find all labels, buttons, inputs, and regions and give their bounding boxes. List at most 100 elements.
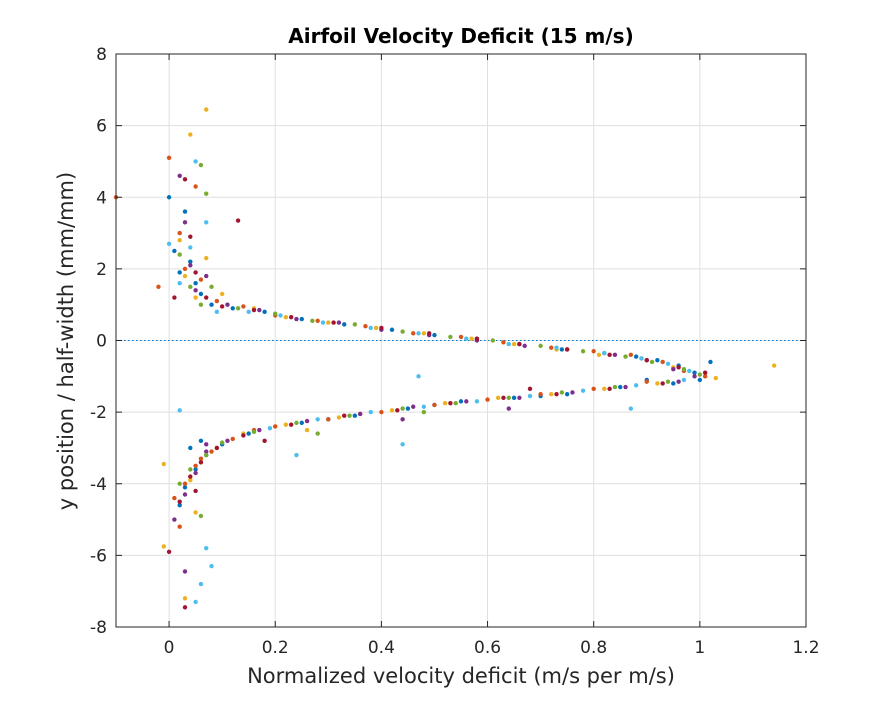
- data-point: [357, 411, 363, 417]
- data-point: [166, 195, 172, 200]
- data-point: [464, 399, 469, 404]
- data-point: [432, 402, 437, 408]
- data-point: [564, 392, 570, 397]
- data-point: [607, 386, 612, 392]
- data-point: [511, 341, 517, 347]
- data-point: [182, 485, 188, 490]
- data-point: [204, 273, 209, 279]
- y-tick-label: 8: [96, 45, 107, 65]
- data-point: [251, 429, 257, 435]
- data-point: [618, 384, 623, 390]
- data-point: [336, 320, 342, 325]
- data-point: [193, 295, 198, 300]
- data-point: [294, 316, 299, 322]
- data-point: [177, 499, 182, 504]
- data-point: [294, 420, 299, 426]
- data-point: [564, 347, 570, 352]
- data-point: [193, 510, 198, 515]
- data-point: [283, 315, 289, 320]
- data-point: [214, 298, 220, 304]
- data-point: [713, 375, 718, 381]
- data-point: [241, 304, 246, 309]
- data-point: [342, 322, 347, 327]
- data-point: [188, 263, 193, 268]
- y-tick-label: -6: [90, 546, 107, 566]
- data-point: [188, 477, 193, 483]
- x-tick-label: 0.2: [262, 638, 289, 658]
- data-point: [188, 234, 193, 239]
- data-point: [549, 345, 554, 350]
- data-point: [501, 395, 506, 400]
- data-point: [326, 320, 331, 325]
- data-point: [448, 334, 453, 340]
- data-points: [113, 107, 777, 610]
- data-point: [257, 307, 262, 313]
- data-point: [416, 331, 421, 336]
- data-point: [198, 438, 204, 443]
- data-point: [182, 266, 188, 272]
- data-point: [559, 390, 565, 395]
- data-point: [182, 481, 188, 486]
- data-point: [177, 408, 182, 413]
- data-point: [230, 436, 235, 442]
- y-tick-label: 4: [96, 188, 107, 208]
- data-point: [644, 357, 649, 363]
- data-point: [177, 252, 182, 257]
- data-point: [273, 311, 278, 316]
- data-point: [315, 417, 320, 422]
- x-tick-label: 0: [164, 638, 175, 658]
- data-point: [209, 563, 214, 569]
- data-point: [188, 284, 193, 289]
- data-point: [432, 332, 437, 338]
- data-point: [219, 440, 225, 445]
- data-point: [389, 408, 395, 413]
- data-point: [193, 599, 198, 605]
- data-point: [368, 325, 373, 331]
- data-point: [538, 343, 543, 349]
- data-point: [288, 315, 294, 320]
- data-point: [204, 191, 209, 196]
- data-point: [671, 381, 676, 386]
- data-point: [198, 460, 204, 465]
- x-tick-label: 1.2: [792, 638, 819, 658]
- data-point: [299, 420, 304, 426]
- data-point: [182, 605, 188, 610]
- data-point: [204, 107, 209, 112]
- data-point: [342, 413, 347, 418]
- data-point: [559, 347, 565, 352]
- data-point: [665, 379, 671, 384]
- data-point: [421, 404, 427, 409]
- data-point: [193, 470, 198, 476]
- data-point: [416, 374, 421, 379]
- data-point: [421, 331, 427, 336]
- x-tick-label: 1: [694, 638, 705, 658]
- data-point: [676, 379, 681, 384]
- x-tick-label: 0.8: [580, 638, 607, 658]
- series-4: [177, 162, 703, 519]
- data-point: [161, 461, 166, 467]
- data-point: [204, 452, 209, 458]
- data-point: [676, 365, 681, 370]
- data-point: [198, 291, 204, 297]
- data-point: [448, 400, 453, 406]
- data-point: [204, 220, 209, 225]
- data-point: [400, 417, 405, 422]
- data-point: [198, 513, 204, 519]
- data-point: [204, 255, 209, 261]
- data-point: [193, 463, 198, 469]
- data-point: [177, 238, 182, 243]
- data-point: [591, 386, 596, 392]
- data-point: [225, 438, 230, 443]
- data-point: [517, 341, 522, 347]
- data-point: [177, 481, 182, 486]
- x-axis-ticks: 0 0.2 0.4 0.6 0.8 1 1.2: [164, 54, 820, 658]
- data-point: [267, 426, 273, 431]
- data-point: [623, 354, 628, 359]
- data-point: [506, 395, 511, 400]
- data-point: [193, 467, 198, 472]
- data-point: [336, 415, 342, 420]
- data-point: [198, 302, 204, 307]
- x-tick-label: 0.6: [474, 638, 501, 658]
- data-point: [421, 409, 427, 415]
- data-point: [368, 409, 373, 415]
